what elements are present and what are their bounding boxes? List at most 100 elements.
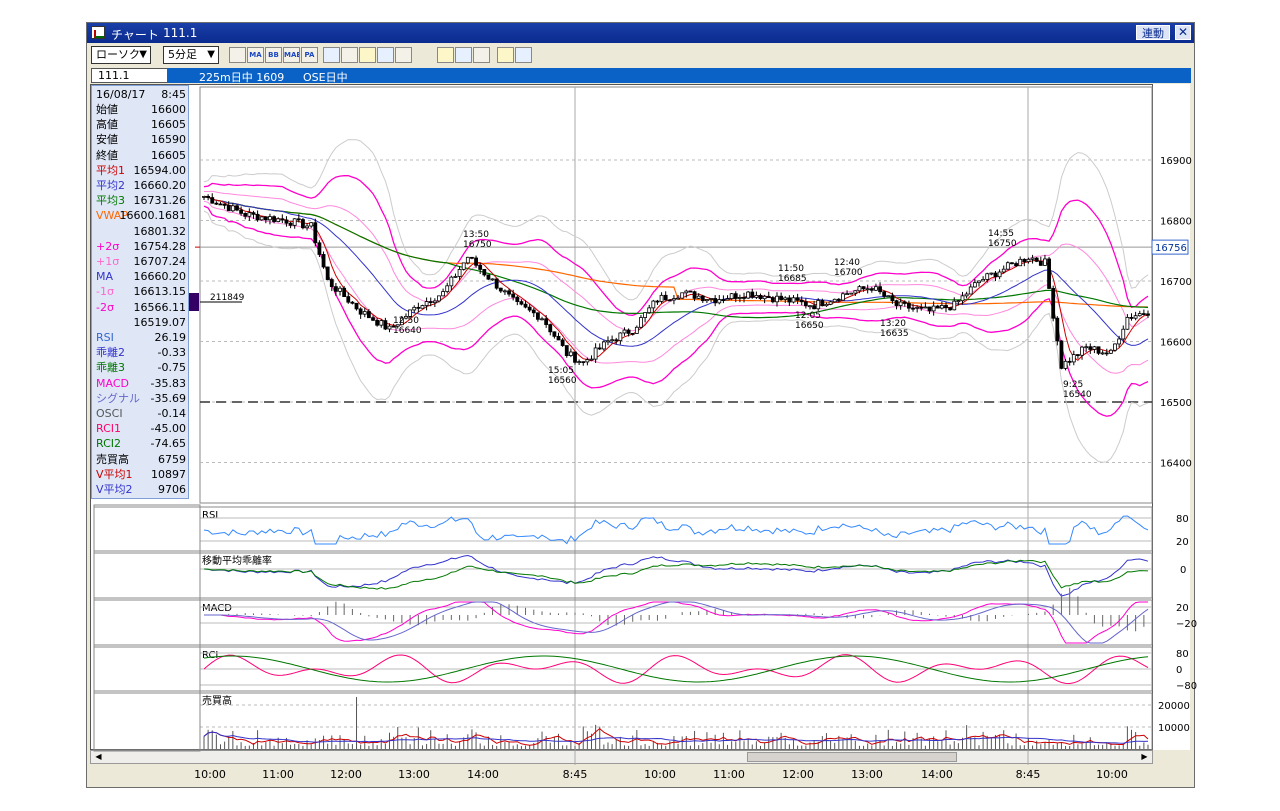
period-select[interactable]: 5分足 ▼ xyxy=(163,46,219,64)
candle-body xyxy=(581,361,586,363)
chart-area[interactable] xyxy=(90,84,1153,750)
candle-body xyxy=(544,318,549,325)
candle-body xyxy=(915,306,920,309)
eraser-icon[interactable] xyxy=(473,47,490,63)
candle-body xyxy=(886,295,891,298)
candle-body xyxy=(453,276,458,278)
annotation-time: 15:05 xyxy=(548,366,574,376)
candle-body xyxy=(593,347,598,360)
candle-body xyxy=(960,295,965,302)
candle-body xyxy=(420,305,425,309)
compare-icon[interactable] xyxy=(341,47,358,63)
candle-body xyxy=(816,300,821,310)
scroll-right-icon[interactable]: ▶ xyxy=(1141,752,1148,761)
candle-body xyxy=(1030,257,1035,260)
candle-body xyxy=(1055,317,1060,342)
candle-body xyxy=(770,297,775,303)
candle-body xyxy=(288,222,293,226)
candle-body xyxy=(667,299,672,302)
subpanel-title: RCI xyxy=(202,650,218,661)
macd-signal-line xyxy=(204,601,1149,644)
candle-body xyxy=(1084,346,1089,349)
info-value: 16801.32 xyxy=(133,224,187,238)
candle-body xyxy=(301,219,305,229)
time-axis-label: 10:00 xyxy=(194,768,226,781)
subpanel-label-column xyxy=(93,504,201,752)
candle-body xyxy=(408,309,413,317)
candle-body xyxy=(531,309,536,314)
line-icon[interactable] xyxy=(323,47,340,63)
info-value: 16600 xyxy=(151,103,186,116)
candle-body xyxy=(795,297,800,301)
info-value: 16754.28 xyxy=(133,239,187,253)
cross-icon[interactable] xyxy=(359,47,376,63)
info-label: 終値 xyxy=(96,148,118,162)
info-value: 16613.15 xyxy=(133,285,187,299)
candle-body xyxy=(218,203,223,206)
zoom-icon[interactable] xyxy=(377,47,394,63)
info-value: -0.14 xyxy=(157,407,186,420)
candle-body xyxy=(766,295,771,299)
chart-type-select[interactable]: ローソク ▼ xyxy=(91,46,151,64)
settings-icon[interactable] xyxy=(497,47,514,63)
candle-body xyxy=(568,351,573,356)
candle-body xyxy=(956,300,961,303)
candle-icon[interactable] xyxy=(229,47,246,63)
title-bar[interactable]: チャート 111.1 連動 ✕ xyxy=(87,23,1194,43)
depth-icon[interactable] xyxy=(395,47,412,63)
info-row: +1σ 16707.24 xyxy=(94,254,186,269)
annotation-price: 16750 xyxy=(463,240,492,250)
time-axis-label: 12:00 xyxy=(330,768,362,781)
candle-body xyxy=(375,319,380,326)
scroll-left-icon[interactable]: ◀ xyxy=(95,752,102,761)
info-row: V平均1 10897 xyxy=(94,467,186,482)
candle-body xyxy=(470,256,474,259)
candle-body xyxy=(1108,349,1113,354)
candle-body xyxy=(812,305,816,310)
bollinger-2sigma-lower xyxy=(203,205,1149,417)
candle-body xyxy=(416,306,421,309)
candle-body xyxy=(1121,328,1126,340)
link-button[interactable]: 連動 xyxy=(1136,25,1170,40)
time-axis-label: 11:00 xyxy=(713,768,745,781)
candle-body xyxy=(457,269,462,277)
current-price-box xyxy=(1151,239,1189,255)
info-row: -1σ 16613.15 xyxy=(94,284,186,299)
annotation-price: 16640 xyxy=(393,326,422,336)
time-axis-label: 10:00 xyxy=(1096,768,1128,781)
bollinger-3sigma-upper xyxy=(203,139,1149,301)
subpanel-title: MACD xyxy=(202,603,232,614)
candle-body xyxy=(1034,257,1039,262)
candle-body xyxy=(1038,260,1043,266)
ma-icon[interactable]: MA xyxy=(247,47,264,63)
bb-icon[interactable]: BB xyxy=(265,47,282,63)
candle-body xyxy=(972,282,977,288)
rci2-line xyxy=(203,655,1149,683)
candle-body xyxy=(214,202,219,205)
candle-body xyxy=(775,295,779,303)
close-button[interactable]: ✕ xyxy=(1175,25,1191,40)
macd-axis-label: 20 xyxy=(1176,603,1189,614)
candle-body xyxy=(845,293,849,296)
candle-body xyxy=(577,361,582,363)
scroll-thumb[interactable] xyxy=(747,752,957,762)
candle-body xyxy=(705,299,709,302)
info-label: RCI2 xyxy=(96,437,122,451)
mae-icon[interactable]: MAE xyxy=(283,47,300,63)
cursor-icon[interactable] xyxy=(455,47,472,63)
candle-body xyxy=(548,324,553,333)
ma2-line xyxy=(203,195,1149,347)
candle-body xyxy=(519,301,524,305)
candle-body xyxy=(523,303,528,308)
pencil-icon[interactable] xyxy=(437,47,454,63)
info-row: 平均3 16731.26 xyxy=(94,193,186,208)
candle-body xyxy=(680,292,685,299)
pa-icon[interactable]: PA xyxy=(301,47,318,63)
clear-icon[interactable] xyxy=(515,47,532,63)
horizontal-scrollbar[interactable]: ◀ ▶ xyxy=(90,750,1153,764)
price-axis-label: 16500 xyxy=(1160,398,1192,409)
info-label: 平均1 xyxy=(96,163,125,177)
candle-body xyxy=(919,306,924,309)
code-input[interactable]: 111.1 xyxy=(91,68,168,83)
